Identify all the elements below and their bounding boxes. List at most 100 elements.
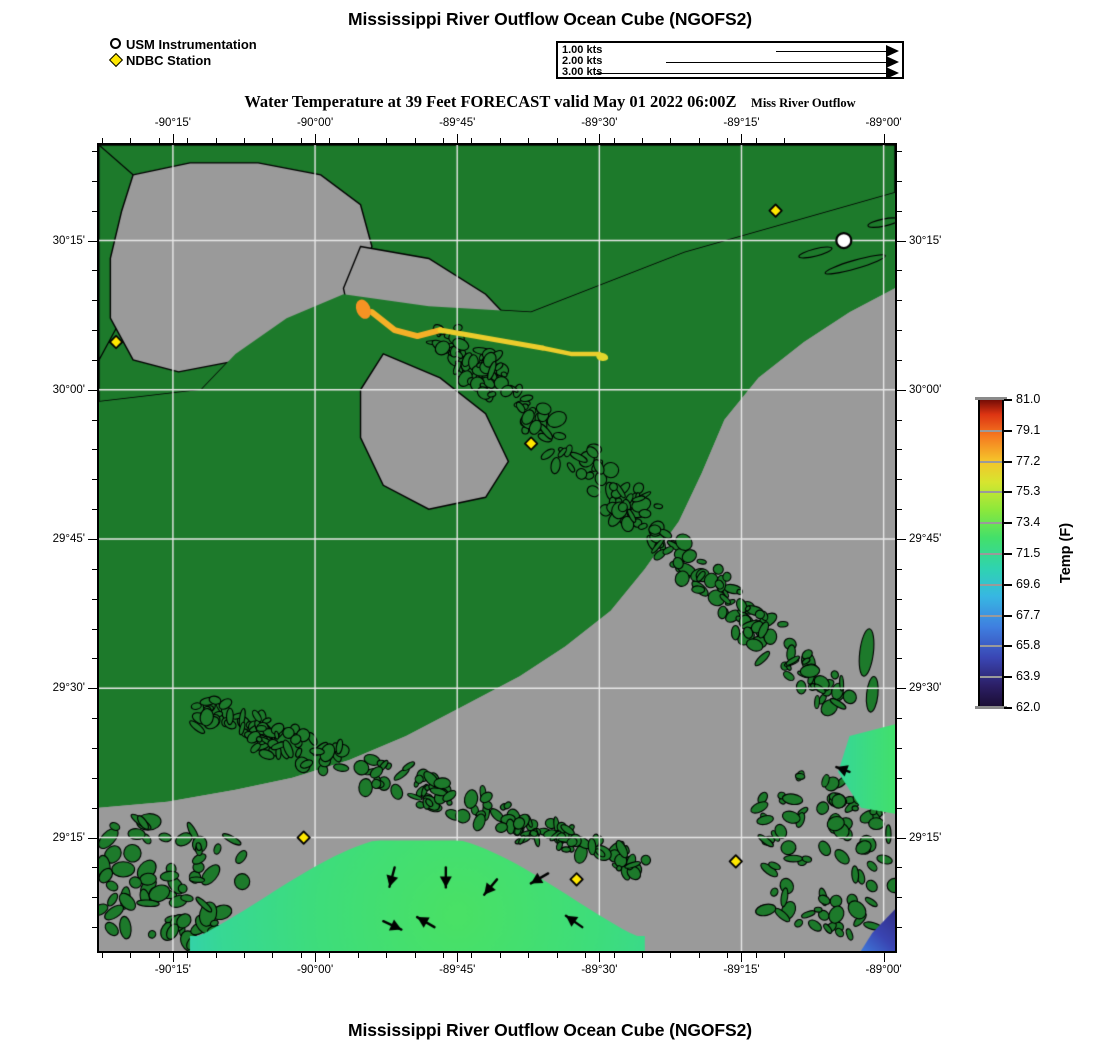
axis-minor-tick-y bbox=[92, 568, 97, 570]
axis-tick-x bbox=[172, 953, 174, 962]
marker-legend: USM Instrumentation NDBC Station bbox=[108, 37, 257, 69]
axis-minor-tick-x bbox=[613, 953, 615, 958]
axis-minor-tick-x bbox=[442, 953, 444, 958]
velocity-scale-line-2 bbox=[666, 62, 886, 63]
velocity-scale-label-2: 2.00 kts bbox=[562, 55, 603, 67]
colorbar-title: Temp (F) bbox=[1058, 522, 1074, 584]
axis-minor-tick-y bbox=[897, 300, 902, 302]
colorbar-inner-tick bbox=[980, 553, 1002, 555]
forecast-subtitle: Water Temperature at 39 Feet FORECAST va… bbox=[244, 92, 737, 111]
axis-minor-tick-x bbox=[727, 138, 729, 143]
axis-minor-tick-y bbox=[897, 539, 902, 541]
axis-minor-tick-y bbox=[897, 658, 902, 660]
colorbar-cap bbox=[975, 706, 1007, 709]
axis-minor-tick-x bbox=[784, 953, 786, 958]
axis-minor-tick-y bbox=[897, 867, 902, 869]
axis-minor-tick-y bbox=[897, 479, 902, 481]
axis-tick-x bbox=[172, 134, 174, 143]
axis-minor-tick-x bbox=[215, 953, 217, 958]
axis-minor-tick-y bbox=[897, 150, 902, 152]
diamond-marker-icon bbox=[108, 52, 126, 69]
axis-minor-tick-x bbox=[641, 138, 643, 143]
axis-minor-tick-x bbox=[130, 138, 132, 143]
axis-tick-x bbox=[883, 134, 885, 143]
axis-minor-tick-y bbox=[92, 539, 97, 541]
colorbar-inner-tick bbox=[980, 645, 1002, 648]
colorbar-tick bbox=[1004, 522, 1012, 525]
axis-label-longitude: -89°30' bbox=[581, 117, 618, 129]
velocity-scale-line-1 bbox=[776, 51, 886, 52]
axis-tick-x bbox=[599, 953, 601, 962]
axis-minor-tick-y bbox=[897, 688, 902, 690]
colorbar-tick-label: 79.1 bbox=[1016, 422, 1041, 437]
colorbar-tick bbox=[1004, 460, 1012, 463]
velocity-scale-arrowhead-2 bbox=[886, 56, 899, 68]
axis-tick-x bbox=[599, 134, 601, 143]
axis-minor-tick-y bbox=[92, 718, 97, 720]
axis-minor-tick-y bbox=[92, 359, 97, 361]
axis-label-latitude: 29°30' bbox=[909, 682, 942, 695]
axis-minor-tick-y bbox=[897, 628, 902, 630]
axis-minor-tick-y bbox=[92, 150, 97, 152]
velocity-scale-label-3: 3.00 kts bbox=[562, 66, 603, 78]
axis-minor-tick-y bbox=[92, 777, 97, 779]
page-title: Mississippi River Outflow Ocean Cube (NG… bbox=[348, 9, 752, 29]
axis-label-latitude: 29°45' bbox=[52, 533, 85, 546]
axis-minor-tick-y bbox=[92, 598, 97, 600]
colorbar-tick bbox=[1004, 399, 1012, 401]
axis-minor-tick-x bbox=[272, 138, 274, 143]
axis-minor-tick-x bbox=[130, 953, 132, 958]
axis-minor-tick-x bbox=[187, 953, 189, 958]
footer-title: Mississippi River Outflow Ocean Cube (NG… bbox=[348, 1020, 752, 1040]
colorbar-tick bbox=[1004, 707, 1012, 709]
axis-label-longitude: -89°15' bbox=[723, 117, 760, 129]
axis-minor-tick-x bbox=[698, 138, 700, 143]
axis-label-latitude: 29°15' bbox=[52, 831, 85, 844]
axis-label-longitude: -89°30' bbox=[581, 964, 618, 976]
colorbar-inner-tick bbox=[980, 491, 1002, 494]
axis-minor-tick-x bbox=[442, 138, 444, 143]
axis-minor-tick-y bbox=[897, 270, 902, 272]
axis-minor-tick-x bbox=[641, 953, 643, 958]
axis-minor-tick-x bbox=[300, 138, 302, 143]
colorbar-inner-tick bbox=[980, 460, 1002, 463]
axis-minor-tick-y bbox=[897, 718, 902, 720]
axis-label-longitude: -90°15' bbox=[154, 964, 192, 976]
axis-minor-tick-x bbox=[187, 138, 189, 143]
velocity-scale-row-1: 1.00 kts bbox=[558, 44, 902, 57]
axis-minor-tick-y bbox=[897, 210, 902, 212]
axis-tick-x bbox=[457, 134, 459, 143]
axis-minor-tick-x bbox=[499, 953, 501, 958]
axis-minor-tick-x bbox=[158, 953, 160, 958]
axis-minor-tick-y bbox=[897, 837, 902, 839]
circle-marker-icon bbox=[108, 37, 126, 53]
axis-minor-tick-y bbox=[92, 628, 97, 630]
axis-minor-tick-y bbox=[897, 927, 902, 929]
axis-minor-tick-x bbox=[357, 953, 359, 958]
colorbar-tick-label: 67.7 bbox=[1016, 607, 1041, 622]
axis-minor-tick-y bbox=[897, 240, 902, 242]
colorbar-tick-label: 75.3 bbox=[1016, 484, 1041, 499]
axis-tick-x bbox=[741, 134, 743, 143]
colorbar-inner-tick bbox=[980, 429, 1002, 432]
axis-minor-tick-x bbox=[357, 138, 359, 143]
axis-label-longitude: -89°45' bbox=[439, 964, 476, 976]
axis-minor-tick-y bbox=[92, 748, 97, 749]
axis-minor-tick-y bbox=[897, 449, 902, 451]
axis-minor-tick-y bbox=[897, 897, 902, 899]
axis-minor-tick-x bbox=[499, 138, 501, 143]
axis-minor-tick-x bbox=[585, 953, 587, 958]
axis-tick-x bbox=[315, 134, 317, 143]
axis-minor-tick-y bbox=[92, 479, 97, 481]
axis-minor-tick-y bbox=[897, 748, 902, 749]
axis-minor-tick-y bbox=[92, 807, 97, 809]
axis-tick-x bbox=[741, 953, 743, 962]
axis-minor-tick-x bbox=[556, 138, 558, 143]
axis-minor-tick-y bbox=[897, 419, 902, 421]
map-plot-area[interactable] bbox=[97, 143, 897, 953]
axis-minor-tick-x bbox=[755, 953, 757, 958]
axis-label-longitude: -89°15' bbox=[723, 964, 760, 976]
axis-minor-tick-x bbox=[329, 138, 331, 143]
axis-minor-tick-y bbox=[897, 509, 902, 511]
colorbar-tick-label: 71.5 bbox=[1016, 546, 1041, 560]
